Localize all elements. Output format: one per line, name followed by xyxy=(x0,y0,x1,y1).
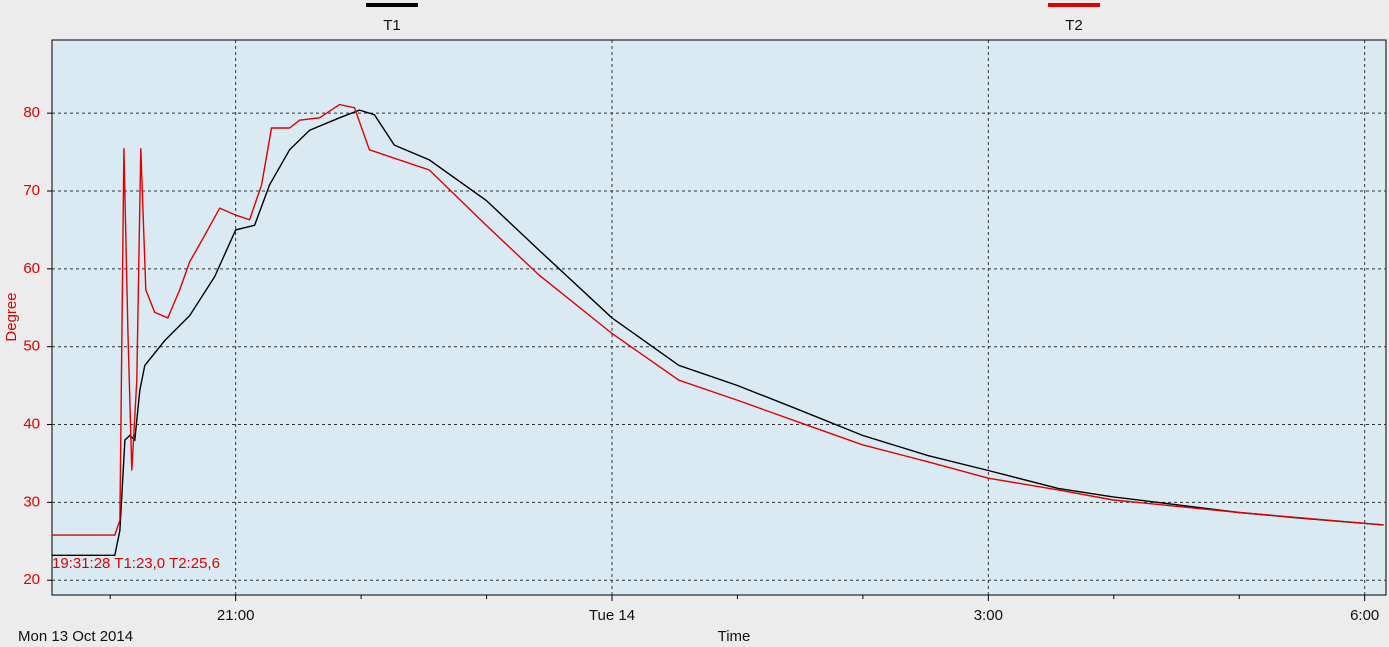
y-axis-label: Degree xyxy=(3,292,20,341)
series-line xyxy=(52,103,1384,536)
legend-label: T1 xyxy=(383,17,401,34)
y-tick-label: 30 xyxy=(23,493,40,510)
plot-area xyxy=(51,39,1387,596)
x-tick-label: 3:00 xyxy=(974,607,1003,624)
y-tick-label: 80 xyxy=(23,104,40,121)
x-tick-label: 6:00 xyxy=(1350,607,1379,624)
y-tick-label: 70 xyxy=(23,182,40,199)
x-tick-label: 21:00 xyxy=(217,607,255,624)
x-axis-label: Time xyxy=(718,628,751,645)
y-tick-label: 20 xyxy=(23,571,40,588)
annotation: 19:31:28 T1:23,0 T2:25,6 xyxy=(52,555,220,572)
x-tick-label: Tue 14 xyxy=(589,607,635,624)
y-tick-label: 60 xyxy=(23,260,40,277)
y-tick-label: 50 xyxy=(23,338,40,355)
y-tick-label: 40 xyxy=(23,415,40,432)
legend-label: T2 xyxy=(1065,17,1083,34)
date-label: Mon 13 Oct 2014 xyxy=(18,628,133,645)
series-line xyxy=(52,109,1384,556)
